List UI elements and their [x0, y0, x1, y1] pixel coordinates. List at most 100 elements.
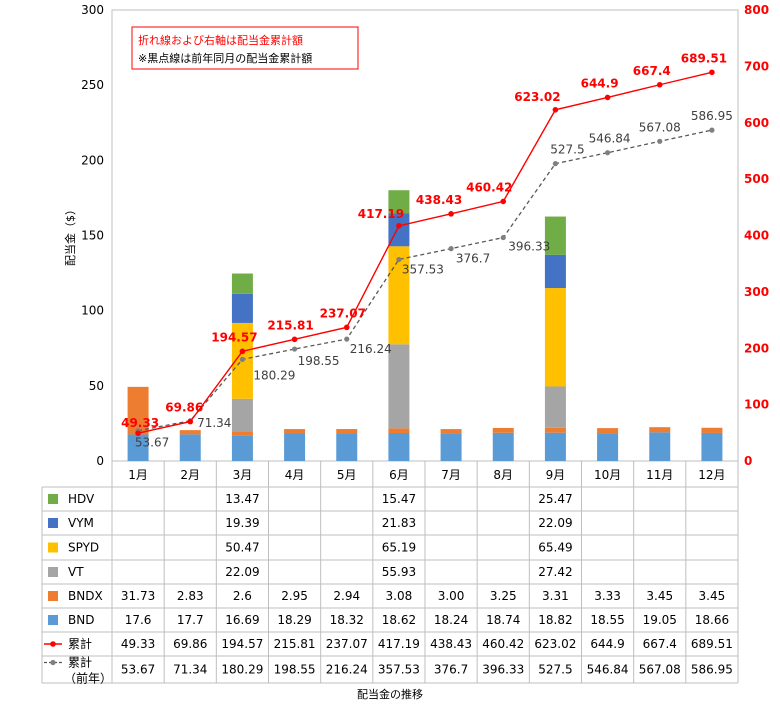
table-cell: 18.74	[486, 613, 520, 627]
table-cell: 3.45	[699, 589, 726, 603]
point-prev-year	[552, 161, 559, 167]
point-cumulative	[552, 106, 559, 113]
data-label-prev-year: 396.33	[508, 240, 550, 254]
table-cell: 180.29	[221, 663, 263, 677]
right-axis-tick-label: 100	[744, 398, 769, 412]
table-cell: 667.4	[643, 637, 677, 651]
point-prev-year	[448, 246, 454, 252]
table-cell: 18.82	[538, 613, 572, 627]
table-row-label: （前年）	[64, 671, 112, 686]
point-prev-year	[396, 256, 402, 263]
point-prev-year	[239, 356, 246, 362]
point-cumulative	[656, 81, 663, 88]
right-axis-tick-label: 700	[744, 59, 769, 73]
bar-bndx	[544, 427, 566, 433]
table-cell: 65.49	[538, 541, 572, 555]
bar-bndx	[649, 427, 671, 433]
table-cell: 65.19	[382, 541, 416, 555]
table-header-cell: 3月	[233, 468, 253, 482]
table-cell: 16.69	[225, 613, 259, 627]
bar-vt	[544, 386, 566, 428]
table-cell: 3.25	[490, 589, 517, 603]
bar-bndx	[231, 432, 253, 436]
point-cumulative	[187, 418, 194, 425]
bar-bndx	[284, 429, 306, 434]
table-cell: 22.09	[538, 516, 572, 530]
table-cell: 3.08	[386, 589, 413, 603]
table-row-label: VT	[68, 565, 84, 579]
table-cell: 215.81	[274, 637, 316, 651]
table-cell: 689.51	[691, 637, 733, 651]
table-cell: 623.02	[534, 637, 576, 651]
data-label-prev-year: 180.29	[253, 368, 295, 382]
table-cell: 15.47	[382, 492, 416, 506]
table-cell: 3.33	[594, 589, 621, 603]
table-row-label: BNDX	[68, 589, 103, 603]
point-prev-year	[604, 150, 611, 156]
table-row-label: VYM	[68, 516, 94, 530]
table-header-cell: 5月	[337, 468, 357, 482]
data-label-prev-year: 71.34	[197, 416, 231, 430]
left-axis-tick-label: 300	[81, 3, 104, 17]
legend-key-vt	[48, 567, 58, 577]
bar-bnd	[284, 433, 306, 461]
bar-vt	[388, 344, 410, 429]
bar-bnd	[336, 433, 358, 461]
table-cell: 3.00	[438, 589, 465, 603]
point-prev-year	[657, 138, 663, 144]
table-cell: 2.95	[281, 589, 308, 603]
data-label-cumulative: 460.42	[466, 180, 512, 194]
point-prev-year	[709, 127, 715, 133]
data-label-prev-year: 216.24	[350, 342, 392, 356]
data-label-prev-year: 567.08	[639, 120, 681, 134]
point-prev-year	[500, 234, 506, 241]
table-cell: 237.07	[326, 637, 368, 651]
right-axis-tick-label: 800	[744, 3, 769, 17]
point-cumulative	[135, 430, 141, 436]
legend-key-prev-year-point	[50, 659, 56, 666]
table-header-cell: 6月	[389, 468, 409, 482]
table-header-cell: 7月	[441, 468, 461, 482]
point-cumulative	[500, 198, 507, 205]
table-cell: 25.47	[538, 492, 572, 506]
table-cell: 49.33	[121, 637, 155, 651]
data-label-cumulative: 215.81	[267, 318, 313, 332]
table-header-cell: 9月	[546, 468, 566, 482]
table-cell: 17.6	[125, 613, 152, 627]
data-label-cumulative: 417.19	[358, 207, 404, 221]
data-label-cumulative: 69.86	[165, 401, 203, 415]
bar-hdv	[231, 273, 253, 294]
table-header-cell: 10月	[594, 468, 621, 482]
bar-bnd	[701, 432, 723, 461]
table-cell: 19.05	[643, 613, 677, 627]
table-row-label: HDV	[68, 492, 95, 506]
bar-spyd	[388, 246, 410, 345]
table-cell: 546.84	[587, 663, 629, 677]
point-cumulative	[448, 211, 454, 217]
right-axis-tick-label: 400	[744, 229, 769, 243]
left-axis-tick-label: 50	[89, 379, 104, 393]
legend-key-bnd	[48, 615, 58, 625]
bar-bnd	[231, 435, 253, 461]
left-axis-tick-label: 0	[96, 454, 104, 468]
bar-vt	[231, 398, 253, 433]
table-cell: 357.53	[378, 663, 420, 677]
table-header-cell: 12月	[698, 468, 725, 482]
bar-bnd	[127, 434, 149, 461]
line-cumulative	[137, 71, 713, 434]
data-label-prev-year: 198.55	[298, 354, 340, 368]
bar-bnd	[492, 432, 514, 461]
bar-vym	[231, 293, 253, 323]
bar-bndx	[388, 428, 410, 434]
bar-bnd	[649, 432, 671, 461]
point-cumulative	[239, 348, 246, 355]
data-label-cumulative: 644.9	[581, 76, 619, 90]
bar-bnd	[179, 434, 201, 461]
table-cell: 2.6	[233, 589, 252, 603]
y-axis-label: 配当金（$）	[63, 204, 77, 266]
bar-bnd	[388, 433, 410, 461]
left-axis-tick-label: 100	[81, 304, 104, 318]
legend-key-cumulative-point	[50, 641, 56, 647]
data-label-prev-year: 376.7	[456, 252, 490, 266]
data-label-prev-year: 53.67	[135, 436, 169, 450]
